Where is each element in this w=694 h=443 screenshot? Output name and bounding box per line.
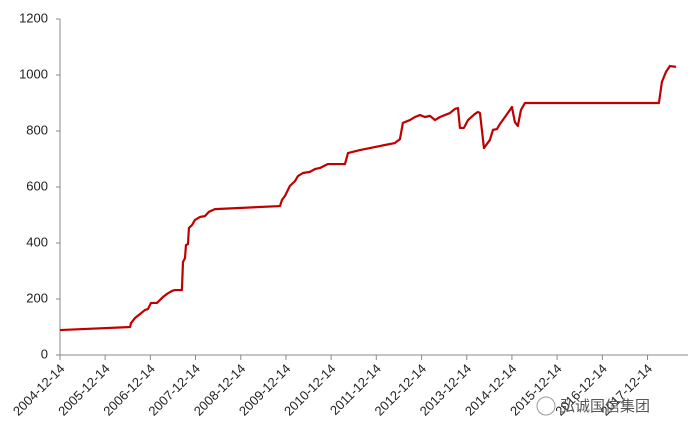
line xyxy=(59,64,677,332)
watermark-icon xyxy=(536,396,556,416)
y-tick-label: 1200 xyxy=(19,10,48,25)
y-tick-label: 0 xyxy=(41,346,48,361)
watermark: 弘诚国信集团 xyxy=(536,396,650,416)
y-tick-label: 800 xyxy=(26,122,48,137)
y-tick-label: 1000 xyxy=(19,66,48,81)
watermark-text: 弘诚国信集团 xyxy=(560,398,650,415)
y-tick-label: 400 xyxy=(26,234,48,249)
y-tick-label: 600 xyxy=(26,178,48,193)
y-tick-label: 200 xyxy=(26,290,48,305)
